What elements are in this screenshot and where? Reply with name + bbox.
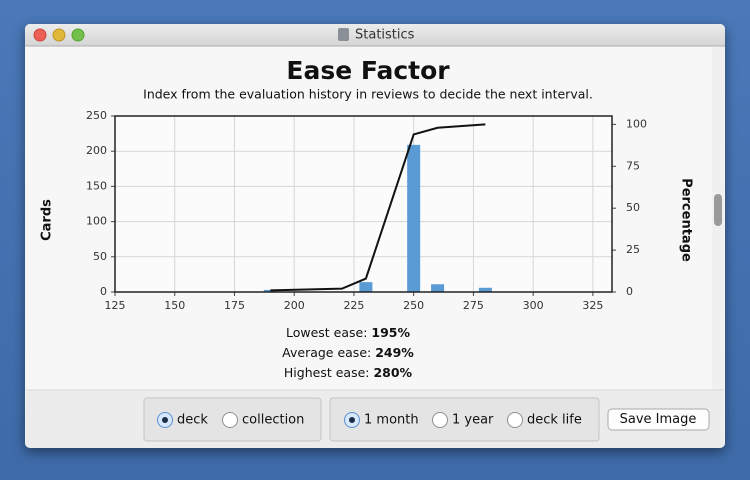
radio-label[interactable]: 1 month	[364, 413, 419, 428]
stat-value: 249%	[375, 345, 414, 360]
y-tick-label: 0	[100, 285, 107, 298]
y-tick-label: 250	[86, 109, 107, 122]
minimize-button[interactable]	[52, 28, 66, 42]
y2-axis-label: Percentage	[679, 178, 694, 262]
line	[270, 123, 486, 292]
y-axis-label: Cards	[40, 199, 55, 241]
stat-value: 195%	[371, 325, 410, 340]
stat-label: Highest ease:	[284, 365, 374, 380]
radio-label[interactable]: deck life	[527, 413, 582, 428]
radio-button[interactable]	[222, 412, 238, 428]
chart-title: Ease Factor	[286, 56, 450, 85]
app-icon	[338, 28, 349, 41]
zoom-button[interactable]	[71, 28, 85, 42]
bar	[359, 282, 373, 292]
y-tick-label: 150	[86, 179, 107, 192]
period-group	[329, 397, 600, 442]
x-tick-label: 275	[463, 299, 484, 312]
y-tick-label: 50	[93, 250, 107, 263]
bar	[478, 287, 492, 292]
radio-dot[interactable]	[349, 417, 355, 423]
title-bar	[25, 24, 725, 46]
plot-frame	[114, 115, 613, 293]
bar	[407, 144, 421, 292]
x-tick-label: 200	[284, 299, 305, 312]
radio-label[interactable]: 1 year	[452, 413, 494, 428]
y2-tick-label: 0	[626, 285, 633, 298]
scrollbar-thumb[interactable]	[714, 194, 722, 226]
y2-tick-label: 25	[626, 243, 640, 256]
chart-subtitle: Index from the evaluation history in rev…	[143, 87, 593, 102]
bar	[263, 289, 277, 292]
radio-label[interactable]: deck	[177, 413, 208, 428]
radio-button[interactable]	[432, 412, 448, 428]
plot-area	[115, 116, 612, 292]
stat-label: Average ease:	[282, 345, 375, 360]
chart: Ease Factor Index from the evaluation hi…	[40, 56, 694, 312]
save-image-label[interactable]: Save Image	[620, 412, 697, 427]
save-image-button[interactable]	[607, 408, 710, 431]
y2-tick-label: 50	[626, 201, 640, 214]
y2-tick-label: 75	[626, 159, 640, 172]
stat-label: Lowest ease:	[286, 325, 371, 340]
x-tick-label: 125	[105, 299, 126, 312]
y-tick-label: 200	[86, 144, 107, 157]
stat-line: Lowest ease: 195%	[286, 325, 411, 340]
radio-dot[interactable]	[162, 417, 168, 423]
radio-label[interactable]: collection	[242, 413, 304, 428]
x-tick-label: 225	[343, 299, 364, 312]
x-tick-label: 150	[164, 299, 185, 312]
y2-tick-label: 100	[626, 117, 647, 130]
stat-line: Average ease: 249%	[282, 345, 414, 360]
stat-line: Highest ease: 280%	[284, 365, 413, 380]
bar	[431, 284, 445, 292]
x-tick-label: 250	[403, 299, 424, 312]
y-tick-label: 100	[86, 215, 107, 228]
x-tick-label: 300	[523, 299, 544, 312]
x-tick-label: 175	[224, 299, 245, 312]
window-title: Statistics	[355, 28, 415, 43]
close-button[interactable]	[33, 28, 47, 42]
x-tick-label: 325	[582, 299, 603, 312]
radio-button[interactable]	[507, 412, 523, 428]
stat-value: 280%	[373, 365, 412, 380]
